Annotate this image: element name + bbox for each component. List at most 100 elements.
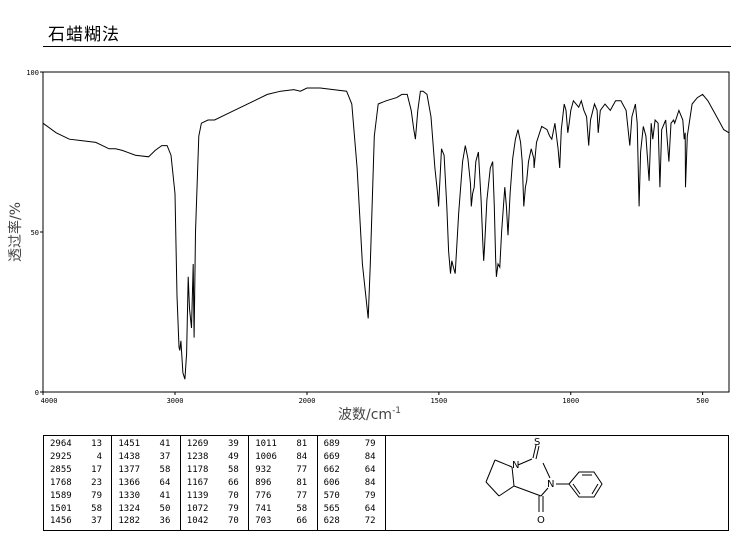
x-axis-ticks: 4000 3000 2000 1500 1000 500 bbox=[41, 392, 709, 405]
chemical-structure: S N N O bbox=[386, 436, 728, 530]
peak-table-column: 1269 39 1238 49 1178 58 1167 66 1139 70 1072 79 1042… bbox=[181, 436, 250, 530]
page-title: 石蜡糊法 bbox=[48, 25, 120, 45]
atom-label-s: S bbox=[534, 437, 540, 448]
peak-table-row: 776 77 bbox=[249, 490, 316, 503]
peak-table-row: 1324 50 bbox=[112, 503, 179, 516]
peak-wavenumber: 1377 bbox=[118, 464, 141, 475]
peak-wavenumber: 741 bbox=[255, 503, 272, 514]
peak-wavenumber: 1072 bbox=[186, 503, 209, 514]
peak-wavenumber: 1269 bbox=[186, 439, 209, 449]
peak-table-row: 2964 13 bbox=[44, 438, 111, 451]
peak-table-column: 689 79 669 84 662 64 606 84 570 79 565 64 628 72 bbox=[318, 436, 386, 530]
y-tick-label: 100 bbox=[26, 69, 39, 77]
peak-table-row: 1011 81 bbox=[249, 438, 316, 451]
x-tick-label: 3000 bbox=[167, 397, 184, 405]
peak-transmittance: 79 bbox=[227, 503, 239, 514]
x-tick-label: 4000 bbox=[41, 397, 58, 405]
peak-wavenumber: 1768 bbox=[50, 477, 72, 488]
peak-transmittance: 64 bbox=[364, 503, 376, 514]
peak-table-row: 1330 41 bbox=[112, 490, 179, 503]
peak-wavenumber: 932 bbox=[255, 464, 272, 475]
peak-wavenumber: 689 bbox=[323, 439, 340, 449]
x-axis-title: 波数/cm-1 bbox=[338, 406, 401, 423]
peak-transmittance: 77 bbox=[296, 490, 308, 501]
peak-wavenumber: 669 bbox=[323, 451, 340, 462]
peak-table-row: 1366 64 bbox=[112, 477, 179, 490]
peak-wavenumber: 1366 bbox=[118, 477, 141, 488]
peak-table-row: 1282 36 bbox=[112, 515, 179, 528]
peak-transmittance: 58 bbox=[91, 503, 102, 514]
x-axis-title-superscript: -1 bbox=[392, 406, 401, 416]
peak-transmittance: 70 bbox=[227, 490, 239, 501]
peak-transmittance: 79 bbox=[364, 439, 376, 449]
peak-transmittance: 49 bbox=[227, 451, 239, 462]
peak-transmittance: 58 bbox=[227, 464, 239, 475]
atom-label-n-bridge: N bbox=[512, 460, 519, 471]
peak-table-row: 565 64 bbox=[318, 503, 385, 516]
y-tick-label: 0 bbox=[35, 389, 39, 397]
plot-frame bbox=[42, 71, 730, 393]
peak-table-row: 669 84 bbox=[318, 451, 385, 464]
peak-transmittance: 41 bbox=[159, 439, 171, 449]
peak-transmittance: 64 bbox=[364, 464, 376, 475]
peak-wavenumber: 1011 bbox=[255, 439, 277, 449]
peak-transmittance: 81 bbox=[296, 477, 308, 488]
peak-transmittance: 79 bbox=[91, 490, 102, 501]
peak-table-row: 1178 58 bbox=[181, 464, 248, 477]
peak-transmittance: 66 bbox=[227, 477, 239, 488]
peak-wavenumber: 1438 bbox=[118, 451, 141, 462]
peak-wavenumber: 1178 bbox=[186, 464, 209, 475]
peak-wavenumber: 606 bbox=[323, 477, 340, 488]
peak-wavenumber: 628 bbox=[323, 516, 340, 527]
peak-table-column: 2964 13 2925 4 2855 17 1768 23 1589 79 1501 58 1456 3… bbox=[44, 436, 113, 530]
structure-bonds bbox=[485, 444, 603, 512]
peak-wavenumber: 570 bbox=[323, 490, 340, 501]
peak-wavenumber: 896 bbox=[255, 477, 272, 488]
peak-table-row: 896 81 bbox=[249, 477, 316, 490]
peak-wavenumber: 2925 bbox=[50, 451, 72, 462]
x-tick-label: 1000 bbox=[562, 397, 579, 405]
peak-table-row: 1438 37 bbox=[112, 451, 179, 464]
peak-table-row: 2855 17 bbox=[44, 464, 111, 477]
peak-wavenumber: 1451 bbox=[118, 439, 141, 449]
peak-table-row: 1768 23 bbox=[44, 477, 111, 490]
peak-wavenumber: 565 bbox=[323, 503, 340, 514]
peak-wavenumber: 2855 bbox=[50, 464, 72, 475]
peak-transmittance: 37 bbox=[91, 516, 102, 527]
transmittance-series-line bbox=[42, 87, 730, 380]
peak-table-row: 1072 79 bbox=[181, 503, 248, 516]
peak-transmittance: 58 bbox=[296, 503, 308, 514]
peak-transmittance: 77 bbox=[296, 464, 308, 475]
x-tick-label: 500 bbox=[696, 397, 709, 405]
peak-table-row: 932 77 bbox=[249, 464, 316, 477]
title-divider bbox=[43, 46, 731, 47]
peak-transmittance: 64 bbox=[159, 477, 171, 488]
peak-table-row: 570 79 bbox=[318, 490, 385, 503]
peak-wavenumber: 1238 bbox=[186, 451, 209, 462]
peak-table-row: 1456 37 bbox=[44, 515, 111, 528]
peak-table-row: 703 66 bbox=[249, 515, 316, 528]
peak-transmittance: 81 bbox=[296, 439, 308, 449]
peak-transmittance: 79 bbox=[364, 490, 376, 501]
peak-wavenumber: 1282 bbox=[118, 516, 141, 527]
peak-table-row: 741 58 bbox=[249, 503, 316, 516]
peak-table-row: 662 64 bbox=[318, 464, 385, 477]
peak-wavenumber: 1139 bbox=[186, 490, 209, 501]
peak-transmittance: 23 bbox=[91, 477, 102, 488]
peak-table: 2964 13 2925 4 2855 17 1768 23 1589 79 1501 58 1456 3… bbox=[43, 435, 729, 531]
y-axis-ticks: 0 50 100 bbox=[26, 69, 43, 397]
peak-table-row: 1451 41 bbox=[112, 438, 179, 451]
y-tick-label: 50 bbox=[31, 229, 39, 237]
peak-wavenumber: 1167 bbox=[186, 477, 209, 488]
peak-wavenumber: 1501 bbox=[50, 503, 72, 514]
peak-table-row: 1139 70 bbox=[181, 490, 248, 503]
peak-transmittance: 13 bbox=[91, 439, 102, 449]
peak-transmittance: 58 bbox=[159, 464, 171, 475]
atom-label-n-phenyl: N bbox=[547, 479, 554, 490]
peak-transmittance: 70 bbox=[227, 516, 239, 527]
peak-wavenumber: 2964 bbox=[50, 439, 72, 449]
peak-table-row: 1006 84 bbox=[249, 451, 316, 464]
peak-wavenumber: 703 bbox=[255, 516, 272, 527]
peak-transmittance: 17 bbox=[91, 464, 102, 475]
ir-spectrum-chart: 0 50 100 4000 3000 2000 1500 1000 500 波数/cm-1 透… bbox=[7, 69, 730, 423]
